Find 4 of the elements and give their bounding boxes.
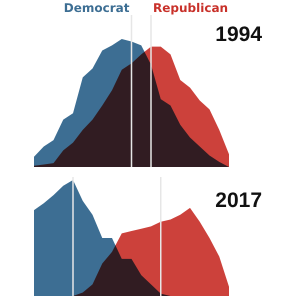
text: Republican xyxy=(153,1,228,15)
text: Democrat xyxy=(64,1,130,15)
chart-title: 1994 xyxy=(215,23,262,46)
chart-title: 2017 xyxy=(215,189,262,212)
